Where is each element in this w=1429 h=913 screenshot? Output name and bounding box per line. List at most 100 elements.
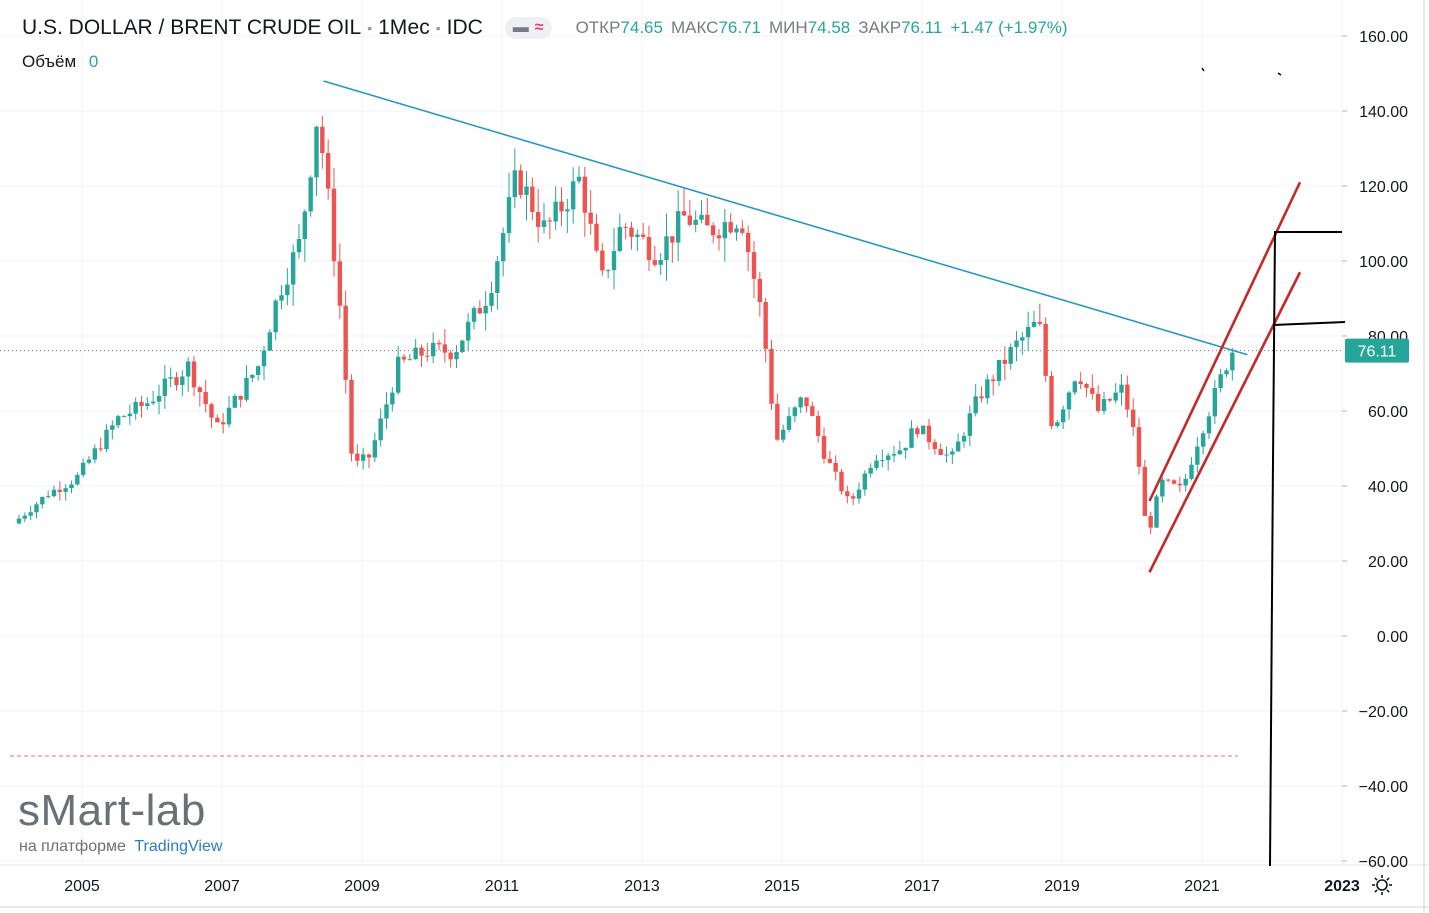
candle-body <box>617 226 623 252</box>
candle-body <box>915 428 920 435</box>
candle-body <box>1165 479 1171 481</box>
candle-body <box>69 484 74 489</box>
tradingview-link[interactable]: TradingView <box>134 838 223 855</box>
interval[interactable]: 1Мес <box>378 16 430 39</box>
candle-body <box>687 215 693 225</box>
candle-body <box>168 377 173 379</box>
candle-body <box>489 293 494 306</box>
candle-body <box>576 176 582 182</box>
candle-body <box>1101 399 1107 411</box>
candle-body <box>775 403 780 440</box>
candle-body <box>401 356 407 360</box>
candle-body <box>448 352 453 360</box>
candle-body <box>763 302 768 349</box>
candle-body <box>390 392 395 405</box>
candle-body <box>1183 478 1188 486</box>
candle-body <box>22 515 28 519</box>
change-value: +1.47 (+1.97%) <box>950 18 1068 37</box>
candle-body <box>121 416 127 418</box>
candle-body <box>740 228 745 233</box>
candle-body <box>1171 480 1177 484</box>
candle-body <box>442 344 448 353</box>
candle-body <box>1060 409 1066 423</box>
candle-body <box>664 236 669 260</box>
candle-body <box>1014 340 1019 347</box>
x-tick-label: 2017 <box>904 878 940 895</box>
candle-body <box>430 342 436 357</box>
candle-body <box>477 308 483 314</box>
candle-body <box>325 153 331 189</box>
candle-body <box>640 234 646 238</box>
open-label: ОТКР <box>575 18 621 37</box>
candle-body <box>810 406 815 416</box>
y-tick-label: 0.00 <box>1377 629 1408 646</box>
y-tick-label: 40.00 <box>1368 479 1408 496</box>
candle-body <box>425 355 430 357</box>
candle-body <box>1224 370 1229 375</box>
candle-body <box>273 300 278 333</box>
sun-ray <box>1386 889 1390 893</box>
sun-ray <box>1386 877 1390 881</box>
candle-body <box>985 379 990 399</box>
candle-body <box>261 350 267 367</box>
candle-body <box>98 448 103 450</box>
y-tick-label: 140.00 <box>1359 104 1408 121</box>
candle-body <box>827 458 833 463</box>
candle-body <box>16 518 22 524</box>
candle-body <box>588 212 593 224</box>
candle-body <box>891 454 897 456</box>
sun-core <box>1376 879 1388 891</box>
candle-body <box>1090 387 1095 394</box>
candle-body <box>1037 321 1043 324</box>
candle-body <box>1031 321 1037 327</box>
last-price-label: 76.11 <box>1358 344 1397 361</box>
candle-body <box>920 425 926 435</box>
y-tick-label: −40.00 <box>1359 779 1408 796</box>
candle-body <box>1206 416 1212 434</box>
wave-icon[interactable]: ≈ <box>534 19 544 36</box>
candle-body <box>938 449 943 455</box>
x-tick-label: 2011 <box>485 878 520 895</box>
candle-body <box>611 251 617 271</box>
candle-body <box>92 448 98 460</box>
candle-body <box>290 252 296 285</box>
candle-body <box>524 186 529 195</box>
candle-body <box>419 347 424 356</box>
close-label: ЗАКР <box>858 18 902 37</box>
candle-body <box>483 305 488 314</box>
candle-body <box>751 252 757 279</box>
low-value: 74.58 <box>807 18 851 37</box>
candle-body <box>454 352 459 360</box>
candle-body <box>600 250 605 271</box>
candle-body <box>203 392 208 405</box>
hand-drawn-line <box>1272 321 1346 326</box>
candle-body <box>535 211 541 227</box>
candle-body <box>1154 496 1159 528</box>
candles <box>16 115 1235 535</box>
candle-body <box>885 455 891 461</box>
candle-body <box>145 403 150 407</box>
settings-sun-icon[interactable] <box>1372 875 1392 895</box>
x-tick-label: 2007 <box>204 878 240 895</box>
candle-body <box>547 220 553 222</box>
symbol-title[interactable]: U.S. DOLLAR / BRENT CRUDE OIL <box>22 16 362 39</box>
candle-body <box>1230 352 1235 371</box>
candle-body <box>1020 337 1025 341</box>
candle-body <box>471 308 477 322</box>
candle-body <box>1136 427 1142 467</box>
candle-body <box>541 220 547 227</box>
candle-body <box>1189 464 1194 479</box>
indicator-toggle[interactable]: ▬ ≈ <box>504 17 552 39</box>
candle-body <box>798 397 803 408</box>
candle-body <box>320 126 325 154</box>
minus-icon[interactable]: ▬ <box>512 19 529 36</box>
candle-body <box>139 401 144 407</box>
candle-body <box>372 440 378 458</box>
candle-body <box>460 340 465 353</box>
high-label: МАКС <box>670 18 719 37</box>
candle-body <box>926 425 932 443</box>
candle-body <box>716 235 722 239</box>
y-tick-label: 160.00 <box>1359 29 1408 46</box>
